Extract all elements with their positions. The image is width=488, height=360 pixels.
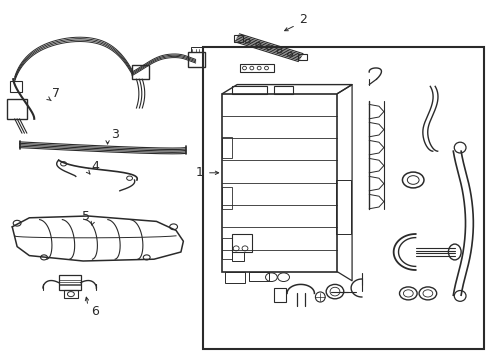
Bar [273, 86, 293, 94]
Bar [336, 180, 350, 234]
Text: 6: 6 [91, 305, 99, 318]
Bar [239, 64, 273, 72]
Bar [233, 35, 242, 42]
Bar [203, 47, 483, 349]
Bar [222, 238, 232, 259]
Text: 3: 3 [111, 128, 119, 141]
Bar [224, 272, 244, 283]
Bar [249, 272, 268, 281]
Text: 2: 2 [299, 13, 306, 26]
Bar [273, 288, 285, 302]
Bar [7, 99, 27, 119]
Text: 7: 7 [52, 87, 60, 100]
Text: 4: 4 [91, 160, 99, 173]
Bar [232, 252, 244, 261]
Bar [222, 187, 232, 209]
Bar [190, 47, 203, 52]
Bar [10, 81, 22, 92]
Text: 5: 5 [81, 210, 89, 222]
Bar [222, 94, 337, 272]
Bar [222, 137, 232, 158]
Bar [188, 52, 205, 67]
Bar [59, 275, 81, 290]
Bar [232, 86, 266, 94]
Text: 1: 1 [195, 166, 203, 179]
Bar [63, 290, 78, 298]
Bar [232, 234, 251, 252]
Bar [298, 54, 306, 60]
Bar [132, 65, 149, 79]
